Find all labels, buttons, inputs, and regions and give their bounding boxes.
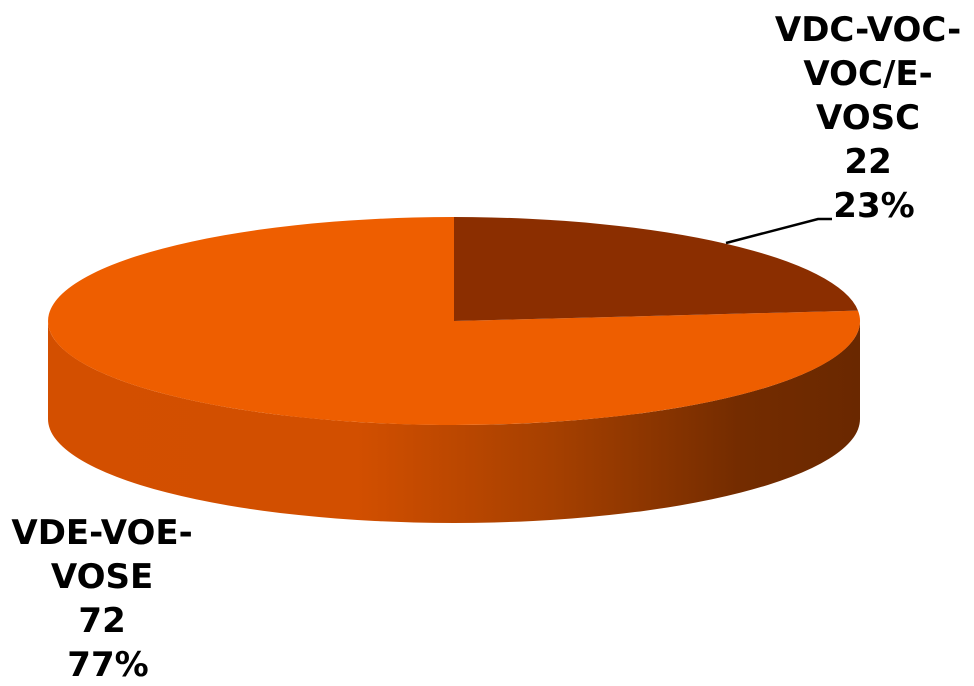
label-vde-value: 72 [78,601,125,641]
label-vdc-line-1: VDC-VOC- [775,10,961,50]
label-vdc-voc: VDC-VOC- VOC/E- VOSC 22 23% [775,10,973,226]
label-vde-voe: VDE-VOE- VOSE 72 77% [11,513,204,685]
leader-line [725,217,832,245]
pie-slice-vdc-voc [454,217,858,321]
label-vde-line-2: VOSE [51,557,153,597]
label-vde-line-1: VDE-VOE- [11,513,192,553]
label-vde-percent: 77% [67,645,148,685]
pie-slice-vde-voe-vose [48,217,861,425]
pie-side-wall [48,321,860,523]
label-vdc-value: 22 [844,142,891,182]
label-vdc-percent: 23% [833,186,914,226]
label-vdc-line-2: VOC/E- [803,54,932,94]
label-vdc-line-3: VOSC [816,98,920,138]
